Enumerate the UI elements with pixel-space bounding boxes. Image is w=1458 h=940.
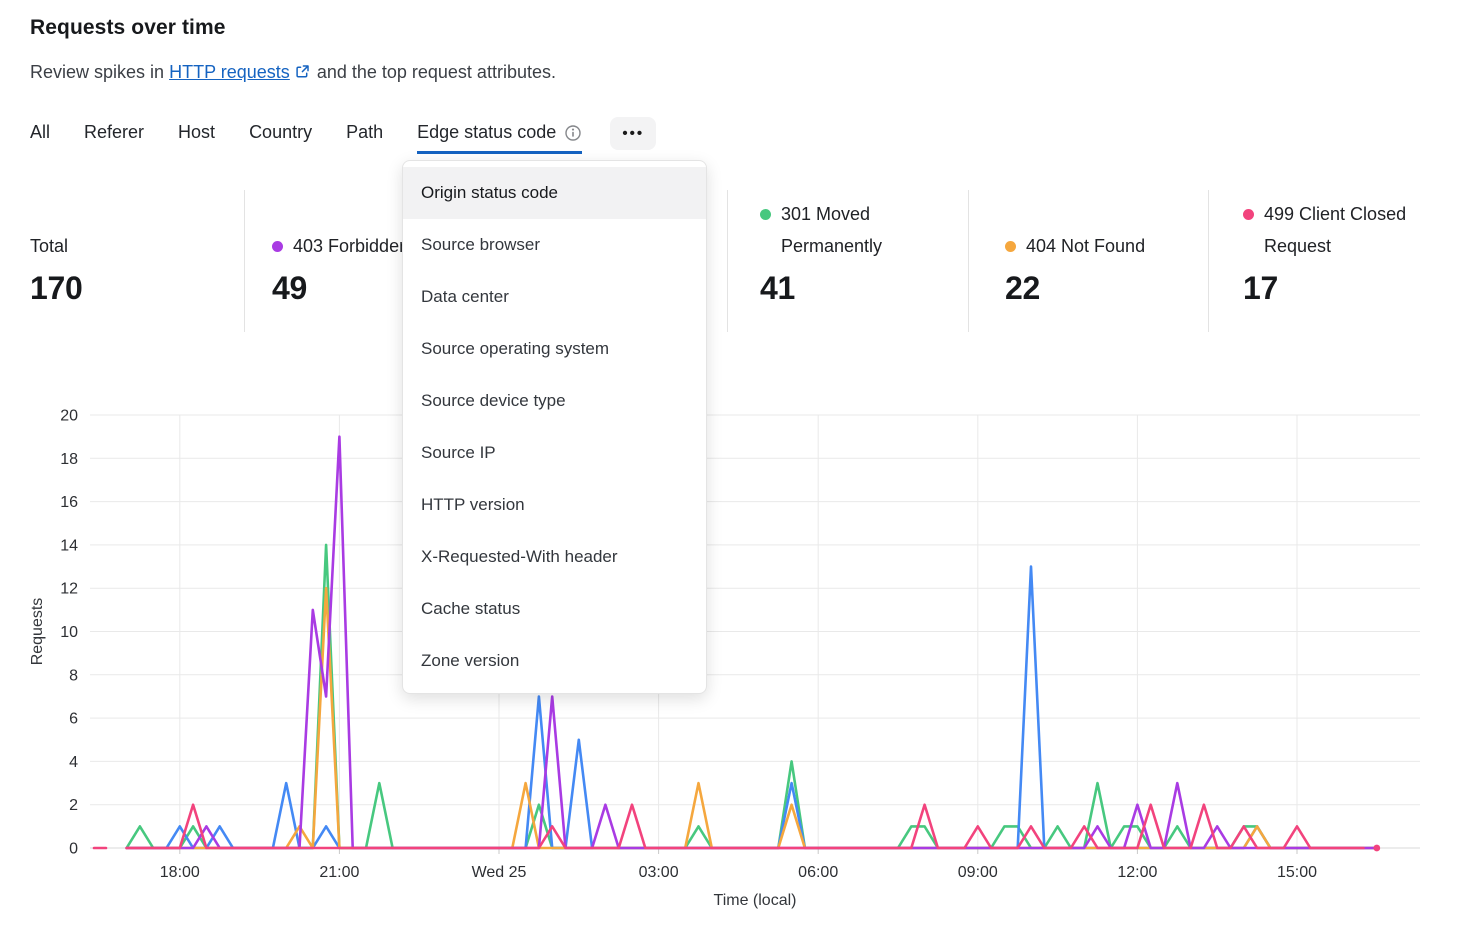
http-requests-link[interactable]: HTTP requests xyxy=(169,62,290,82)
stats-row: Total 170 403 Forbidden 49 301 Moved Permane… xyxy=(0,190,1458,342)
stat-divider xyxy=(727,190,728,332)
y-tick-label: 12 xyxy=(60,581,78,598)
y-axis-title: Requests xyxy=(29,598,46,666)
external-link-icon xyxy=(296,65,309,78)
y-tick-label: 0 xyxy=(69,841,78,858)
chart-series xyxy=(92,435,1381,852)
legend-dot-499-client-closed-request xyxy=(1243,209,1254,220)
tab-label: Edge status code xyxy=(417,122,557,142)
stat-label-area: 404 Not Found xyxy=(1005,192,1145,262)
legend-dot-403-forbidden xyxy=(272,241,283,252)
x-tick-label: 03:00 xyxy=(639,864,679,881)
stat-label: 403 Forbidden xyxy=(293,236,410,256)
dropdown-item-source-browser[interactable]: Source browser xyxy=(421,235,541,254)
stat-label: 404 Not Found xyxy=(1026,236,1146,256)
series-line-403-forbidden xyxy=(125,435,1379,850)
y-tick-label: 4 xyxy=(69,754,78,771)
subtitle-text-prefix: Review spikes in xyxy=(30,62,165,82)
attribute-dropdown-menu: Origin status code Source browser Data cen… xyxy=(402,160,707,694)
tab-country[interactable]: Country xyxy=(249,122,312,154)
stat-value: 170 xyxy=(30,270,83,306)
y-tick-label: 2 xyxy=(69,797,78,814)
legend-dot-301-moved-permanently xyxy=(760,209,771,220)
stat-301-moved-permanently: 301 Moved Permanently 41 xyxy=(760,192,946,307)
y-tick-label: 10 xyxy=(60,624,78,641)
stat-404-not-found: 404 Not Found 22 xyxy=(1005,192,1145,307)
stat-label-area: 403 Forbidden xyxy=(272,192,409,262)
chart-gridlines: 0 2 4 6 8 10 12 14 16 18 20 18:00 21:00 Wed 25 03:00 06… xyxy=(60,408,1420,881)
x-tick-label: 09:00 xyxy=(958,864,998,881)
x-tick-label: 12:00 xyxy=(1117,864,1157,881)
y-tick-label: 16 xyxy=(60,494,78,511)
dropdown-item-origin-status-code[interactable]: Origin status code xyxy=(403,167,706,219)
stat-label-area: 301 Moved Permanently xyxy=(760,192,946,262)
dropdown-item-source-ip[interactable]: Source IP xyxy=(421,443,496,462)
tab-all[interactable]: All xyxy=(30,122,50,154)
tab-referer[interactable]: Referer xyxy=(84,122,144,154)
tab-path[interactable]: Path xyxy=(346,122,383,154)
dropdown-item-data-center[interactable]: Data center xyxy=(421,287,509,306)
stat-value: 17 xyxy=(1243,270,1278,306)
legend-dot-404-not-found xyxy=(1005,241,1016,252)
stat-value: 22 xyxy=(1005,270,1040,306)
info-icon[interactable] xyxy=(564,124,582,142)
x-tick-label: 06:00 xyxy=(798,864,838,881)
y-tick-label: 20 xyxy=(60,408,78,425)
series-line-499-client-closed-request xyxy=(125,803,1365,850)
dropdown-item-source-device-type[interactable]: Source device type xyxy=(421,391,566,410)
series-end-dot-499-client-closed-request xyxy=(1373,844,1381,852)
tab-label: All xyxy=(30,122,51,142)
tab-label: Host xyxy=(178,122,216,142)
tab-edge-status-code[interactable]: Edge status code xyxy=(417,122,583,154)
x-axis-title: Time (local) xyxy=(714,892,797,909)
stat-499-client-closed-request: 499 Client Closed Request 17 xyxy=(1243,192,1429,307)
stat-divider xyxy=(244,190,245,332)
stat-label: 301 Moved Permanently xyxy=(781,204,883,256)
stat-value: 41 xyxy=(760,270,795,306)
y-tick-label: 6 xyxy=(69,711,78,728)
stat-label: 499 Client Closed Request xyxy=(1264,204,1407,256)
x-tick-label: 21:00 xyxy=(319,864,359,881)
tab-host[interactable]: Host xyxy=(178,122,215,154)
subtitle-text-suffix: and the top request attributes. xyxy=(316,62,556,82)
tab-label: Path xyxy=(346,122,384,142)
stat-total: Total 170 xyxy=(30,192,83,307)
dropdown-item-zone-version[interactable]: Zone version xyxy=(421,651,520,670)
stat-403-forbidden: 403 Forbidden 49 xyxy=(272,192,409,307)
dropdown-item-http-version[interactable]: HTTP version xyxy=(421,495,525,514)
stat-divider xyxy=(968,190,969,332)
stat-value: 49 xyxy=(272,270,307,306)
stat-label-area: Total xyxy=(30,192,83,262)
x-tick-label: 15:00 xyxy=(1277,864,1317,881)
dropdown-item-source-operating-system[interactable]: Source operating system xyxy=(421,339,610,358)
y-tick-label: 14 xyxy=(60,537,78,554)
page-title: Requests over time xyxy=(30,16,226,39)
tab-label: Country xyxy=(249,122,313,142)
y-tick-label: 18 xyxy=(60,451,78,468)
stat-label: Total xyxy=(30,236,69,256)
tab-label: Referer xyxy=(84,122,145,142)
attribute-tabs: All Referer Host Country Path Edge status cod… xyxy=(30,117,657,154)
dropdown-item-cache-status[interactable]: Cache status xyxy=(421,599,521,618)
stat-divider xyxy=(1208,190,1209,332)
x-tick-label: Wed 25 xyxy=(472,864,527,881)
x-tick-label: 18:00 xyxy=(160,864,200,881)
dropdown-item-x-requested-with-header[interactable]: X-Requested-With header xyxy=(421,547,618,566)
y-tick-label: 8 xyxy=(69,667,78,684)
requests-over-time-chart: 0 2 4 6 8 10 12 14 16 18 20 18:00 21:00 Wed 25 03:00 06… xyxy=(29,408,1420,909)
subtitle: Review spikes in HTTP requests and the t… xyxy=(30,62,556,83)
more-attributes-button[interactable]: ••• xyxy=(610,117,657,150)
stat-label-area: 499 Client Closed Request xyxy=(1243,192,1429,262)
